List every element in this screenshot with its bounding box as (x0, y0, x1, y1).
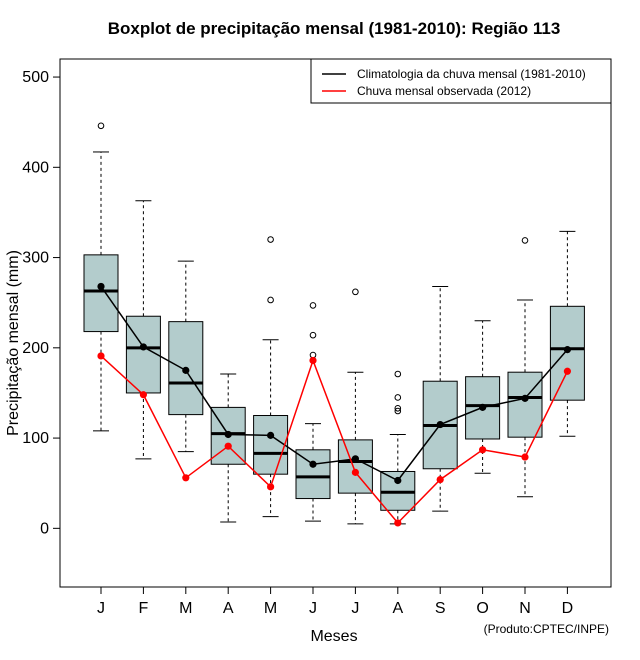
x-tick-label: M (179, 600, 192, 617)
series-point (97, 352, 105, 360)
box-5 (253, 236, 289, 518)
y-axis-label: Precipitação mensal (mm) (5, 250, 22, 436)
x-tick-label: O (476, 600, 488, 617)
series-observed (97, 352, 572, 527)
box-7 (337, 288, 373, 525)
series-point (309, 460, 317, 468)
y-tick-label: 100 (22, 430, 49, 447)
series-point (479, 446, 487, 454)
outlier-point (309, 331, 317, 339)
series-line (100, 286, 568, 482)
outlier-point (394, 404, 402, 412)
legend-box (310, 58, 612, 104)
outlier-point (352, 288, 359, 296)
x-tick-label: M (264, 600, 277, 617)
credit-text: (Produto:CPTEC/INPE) (484, 622, 609, 636)
chart-title: Boxplot de precipitação mensal (1981-201… (108, 19, 561, 38)
outlier-point (267, 296, 274, 304)
x-tick-label: A (392, 600, 403, 617)
series-point (309, 356, 317, 365)
y-tick-label: 400 (22, 159, 49, 176)
outlier-point (394, 394, 402, 401)
series-point (224, 430, 232, 439)
box-3 (168, 260, 204, 453)
box-12 (549, 230, 585, 437)
outlier-point (394, 407, 402, 415)
series-point (267, 431, 275, 439)
series-point (563, 346, 572, 354)
legend-label-observed: Chuva mensal observada (2012) (357, 84, 531, 98)
series-point (521, 394, 529, 402)
series-point (224, 442, 232, 450)
series-point (479, 403, 487, 411)
x-tick-label: A (223, 600, 234, 617)
series-point (97, 282, 105, 291)
box-iqr (125, 315, 161, 394)
series-point (267, 483, 275, 491)
series-point (351, 468, 359, 476)
outlier-point (394, 370, 402, 378)
y-tick-label: 500 (22, 69, 49, 86)
x-tick-label: S (435, 600, 446, 617)
series-point (394, 476, 402, 485)
legend: Climatologia da chuva mensal (1981-2010)… (310, 58, 612, 104)
outlier-point (309, 302, 317, 309)
series-line (100, 355, 569, 525)
outlier-point (267, 236, 274, 243)
outlier-point (521, 237, 529, 244)
y-tick-label: 0 (40, 520, 49, 537)
box-8 (380, 370, 416, 525)
x-tick-label: N (519, 600, 531, 617)
box-iqr (507, 371, 543, 438)
series-point (139, 391, 147, 399)
box-1 (83, 122, 119, 432)
x-tick-label: F (139, 600, 149, 617)
box-iqr (295, 449, 331, 500)
legend-label-climatology: Climatologia da chuva mensal (1981-2010) (357, 67, 586, 81)
box-6 (295, 302, 331, 522)
series-point (436, 420, 444, 429)
series-point (521, 453, 529, 461)
series-point (351, 455, 359, 463)
series-point (436, 475, 444, 484)
box-iqr (83, 254, 119, 333)
box-iqr (337, 439, 373, 494)
x-tick-label: J (97, 600, 105, 617)
y-tick-label: 200 (22, 340, 49, 357)
series-point (182, 474, 190, 482)
x-tick-label: D (562, 600, 574, 617)
box-group (83, 122, 585, 525)
x-axis-label: Meses (310, 628, 357, 645)
x-tick-label: J (351, 600, 359, 617)
series-point (394, 519, 402, 527)
y-axis: 0 100 200 300 400 500 (22, 69, 60, 537)
series-point (139, 343, 147, 351)
box-iqr (549, 305, 585, 401)
x-tick-label: J (309, 600, 317, 617)
outlier-point (97, 122, 105, 130)
series-climatology (97, 282, 572, 485)
series-point (182, 366, 190, 374)
box-iqr (253, 415, 289, 475)
series-lines (97, 282, 572, 527)
y-tick-label: 300 (22, 250, 49, 267)
series-point (563, 367, 572, 375)
